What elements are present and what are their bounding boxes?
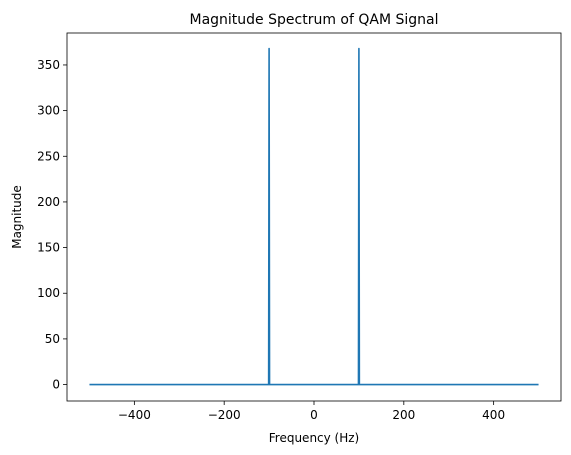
y-tick-label: 0: [52, 378, 60, 392]
plot-frame: [66, 32, 562, 402]
y-tick-label: 200: [37, 195, 60, 209]
x-tick-label: −200: [208, 408, 241, 422]
x-tick-label: 0: [310, 408, 318, 422]
chart-title: Magnitude Spectrum of QAM Signal: [190, 12, 439, 28]
y-axis-label: Magnitude: [10, 185, 24, 249]
y-axis: 0 50 100 150 200 250 300 350: [37, 58, 67, 392]
y-tick-label: 250: [37, 149, 60, 163]
x-tick-label: 400: [482, 408, 505, 422]
x-tick-label: −400: [118, 408, 151, 422]
x-axis: −400 −200 0 200 400: [118, 401, 505, 422]
y-tick-label: 100: [37, 286, 60, 300]
x-axis-label: Frequency (Hz): [269, 431, 360, 445]
y-tick-label: 300: [37, 104, 60, 118]
x-tick-label: 200: [392, 408, 415, 422]
y-tick-label: 50: [45, 332, 60, 346]
y-tick-label: 150: [37, 241, 60, 255]
spectrum-line-0: [89, 47, 539, 386]
y-tick-label: 350: [37, 58, 60, 72]
